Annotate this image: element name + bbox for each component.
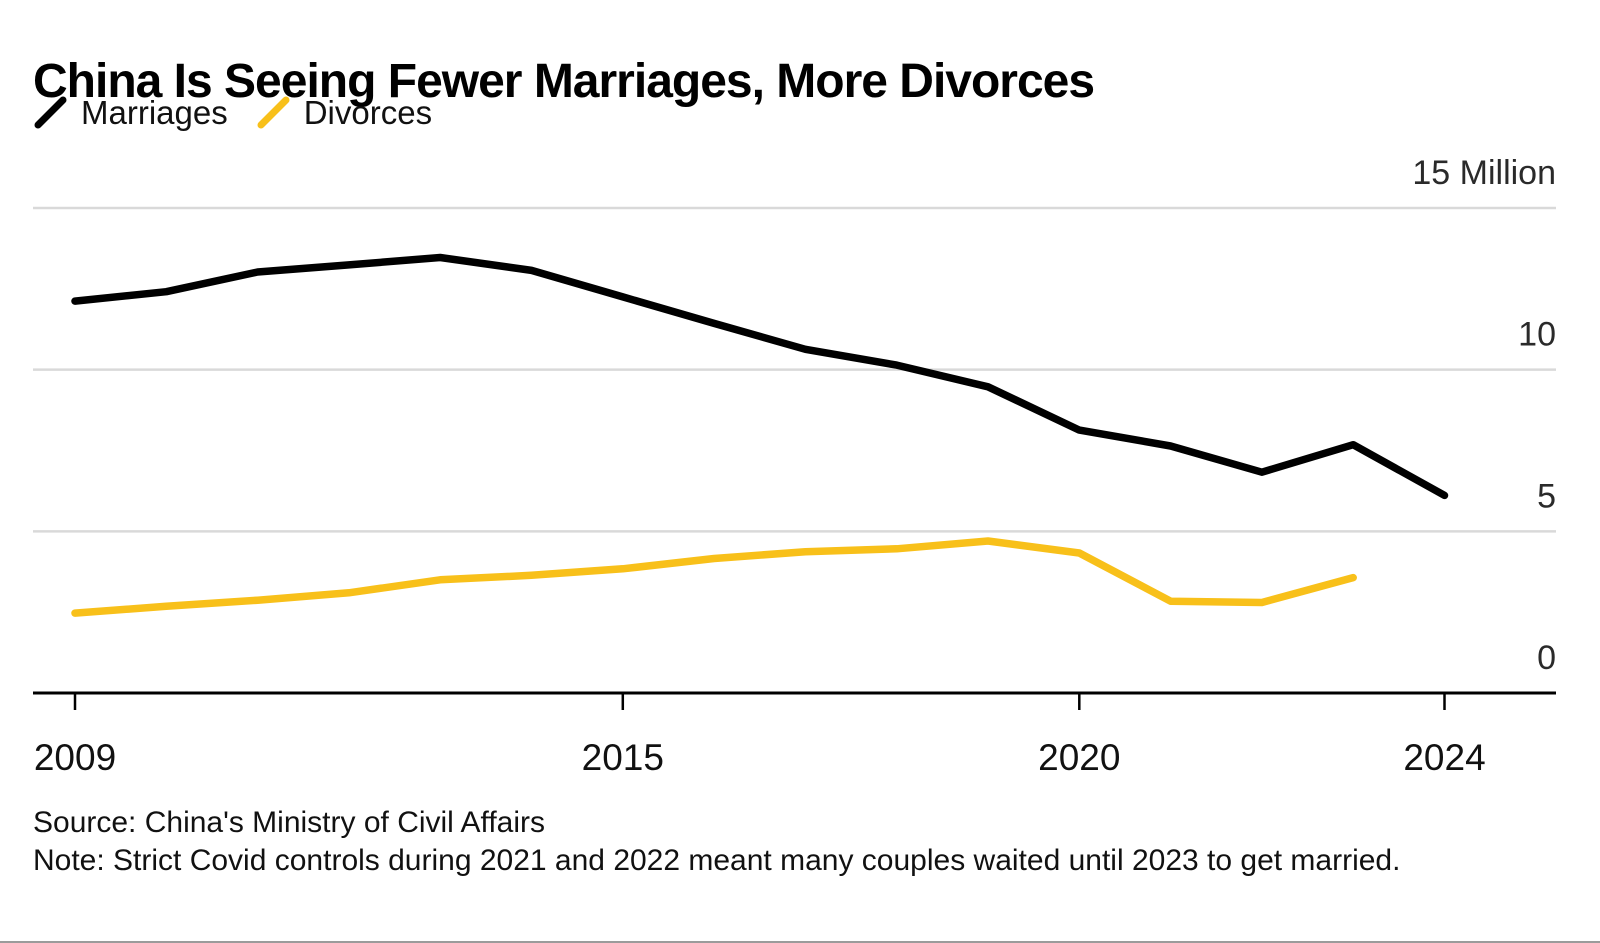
x-axis-label: 2020 — [1038, 737, 1120, 778]
series-line-divorces — [71, 537, 1357, 617]
marriages-line-swatch-icon — [34, 96, 67, 129]
footnote: Note: Strict Covid controls during 2021 … — [33, 844, 1401, 877]
divorces-line-swatch-icon — [257, 96, 290, 129]
legend-item-divorces: Divorces — [256, 94, 432, 132]
series-line-marriages — [71, 253, 1449, 500]
x-axis-label: 2015 — [582, 737, 664, 778]
source-note: Source: China's Ministry of Civil Affair… — [33, 806, 546, 839]
chart-title: China Is Seeing Fewer Marriages, More Di… — [33, 55, 1095, 109]
y-axis-label: 15 Million — [1412, 154, 1556, 192]
legend-label-marriages: Marriages — [81, 94, 228, 131]
legend-item-marriages: Marriages — [33, 94, 228, 132]
legend-label-divorces: Divorces — [303, 94, 433, 131]
bottom-border — [0, 941, 1600, 943]
y-axis-label: 10 — [1518, 316, 1556, 354]
x-axis-label: 2024 — [1403, 737, 1485, 778]
x-axis-label: 2009 — [34, 737, 116, 778]
y-axis-label: 5 — [1537, 477, 1556, 515]
y-axis-label: 0 — [1537, 639, 1556, 677]
chart-footer: Source: China's Ministry of Civil Affair… — [33, 804, 1493, 880]
legend: Marriages Divorces — [33, 94, 432, 132]
